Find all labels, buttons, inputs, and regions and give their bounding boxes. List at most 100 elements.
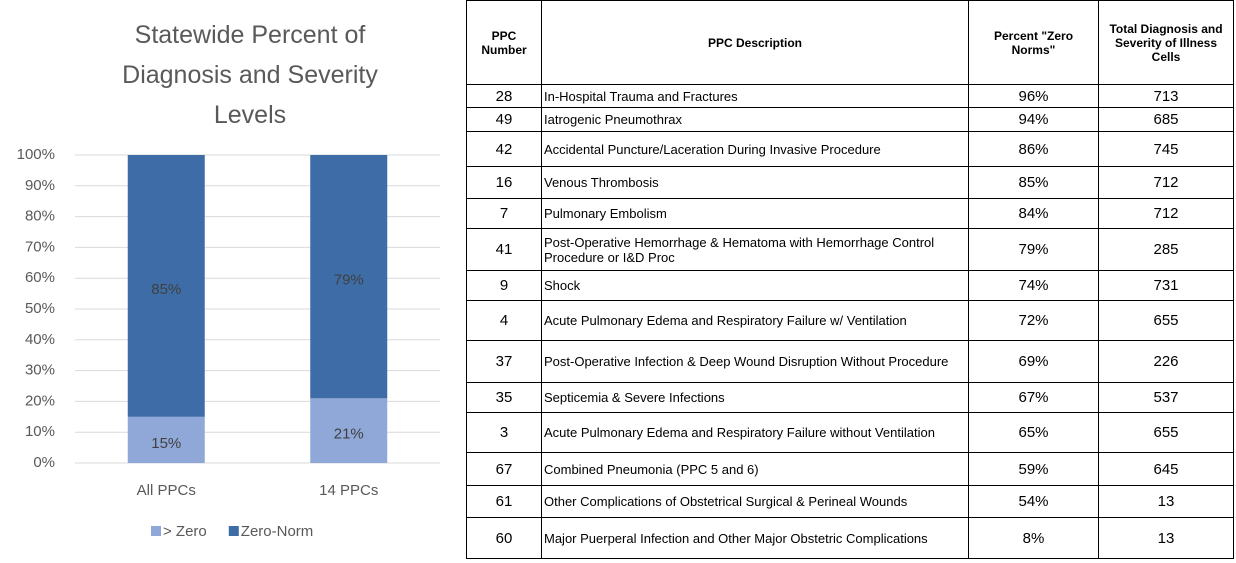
table-cell: Septicemia & Severe Infections	[541, 382, 969, 413]
table-cell: 41	[466, 228, 542, 271]
table-cell: 685	[1098, 107, 1234, 132]
table-cell: 60	[466, 517, 542, 559]
table-cell: 28	[466, 84, 542, 108]
table-cell: 8%	[968, 517, 1099, 559]
table-cell: 3	[466, 412, 542, 453]
table-row: 37 Post-Operative Infection & Deep Wound …	[466, 340, 1234, 383]
table-cell: Acute Pulmonary Edema and Respiratory Fa…	[541, 300, 969, 341]
table-cell: Major Puerperal Infection and Other Majo…	[541, 517, 969, 559]
table-row: 16 Venous Thrombosis 85% 712	[466, 166, 1234, 199]
table-cell: 285	[1098, 228, 1234, 271]
column-header: PPC Number	[466, 0, 542, 85]
bar-segment	[310, 398, 388, 463]
table-cell: 54%	[968, 485, 1099, 518]
table-cell: 86%	[968, 131, 1099, 167]
table-cell: 745	[1098, 131, 1234, 167]
data-label: 79%	[334, 272, 364, 289]
y-tick-label: 90%	[25, 177, 55, 194]
x-tick-label: 14 PPCs	[319, 482, 378, 499]
table: PPC Number PPC Description Percent "Zero N…	[466, 0, 1234, 559]
table-row: 7 Pulmonary Embolism 84% 712	[466, 198, 1234, 229]
chart-title: Statewide Percent of Diagnosis and Sever…	[122, 21, 378, 129]
y-tick-label: 0%	[33, 454, 55, 471]
table-cell: Combined Pneumonia (PPC 5 and 6)	[541, 452, 969, 486]
table-cell: 13	[1098, 485, 1234, 518]
header-row: PPC Number PPC Description Percent "Zero N…	[466, 0, 1234, 85]
y-tick-label: 80%	[25, 208, 55, 225]
table-cell: 49	[466, 107, 542, 132]
legend-label: Zero-Norm	[241, 523, 314, 540]
table-cell: Post-Operative Hemorrhage & Hematoma wit…	[541, 228, 969, 271]
table-cell: Other Complications of Obstetrical Surgi…	[541, 485, 969, 518]
table-cell: 537	[1098, 382, 1234, 413]
bar-segment	[310, 155, 388, 399]
y-tick-label: 20%	[25, 392, 55, 409]
table-cell: 94%	[968, 107, 1099, 132]
table-cell: 85%	[968, 166, 1099, 199]
table-cell: 35	[466, 382, 542, 413]
table-cell: 7	[466, 198, 542, 229]
table-row: 61 Other Complications of Obstetrical Sur…	[466, 485, 1234, 518]
table-cell: Accidental Puncture/Laceration During In…	[541, 131, 969, 167]
table-cell: Post-Operative Infection & Deep Wound Di…	[541, 340, 969, 383]
column-header: Percent "Zero Norms"	[968, 0, 1099, 85]
table-cell: 61	[466, 485, 542, 518]
table-row: 28 In-Hospital Trauma and Fractures 96% 713	[466, 84, 1234, 108]
table-cell: 731	[1098, 270, 1234, 301]
table-cell: 655	[1098, 300, 1234, 341]
table-cell: 59%	[968, 452, 1099, 486]
table-row: 41 Post-Operative Hemorrhage & Hematoma w…	[466, 228, 1234, 271]
data-label: 15%	[151, 435, 181, 452]
table-cell: Venous Thrombosis	[541, 166, 969, 199]
table-cell: 4	[466, 300, 542, 341]
table-row: 60 Major Puerperal Infection and Other Ma…	[466, 517, 1234, 559]
table-cell: 67	[466, 452, 542, 486]
table-cell: 96%	[968, 84, 1099, 108]
table-cell: 42	[466, 131, 542, 167]
bar-segment	[127, 155, 205, 417]
table-cell: 69%	[968, 340, 1099, 383]
table-cell: 712	[1098, 166, 1234, 199]
table-cell: 65%	[968, 412, 1099, 453]
table-cell: 37	[466, 340, 542, 383]
table-cell: 9	[466, 270, 542, 301]
data-label: 85%	[151, 281, 181, 298]
table-cell: 67%	[968, 382, 1099, 413]
y-tick-label: 30%	[25, 362, 55, 379]
table-cell: Iatrogenic Pneumothrax	[541, 107, 969, 132]
data-label: 21%	[334, 426, 364, 443]
y-tick-label: 100%	[17, 146, 55, 163]
table-cell: 655	[1098, 412, 1234, 453]
table-cell: 79%	[968, 228, 1099, 271]
table-row: 49 Iatrogenic Pneumothrax 94% 685	[466, 107, 1234, 132]
chart: 0% 10% 20% 30% 40% 50% 60% 70% 80% 90% 100% All PPC…	[17, 146, 440, 540]
table-cell: 84%	[968, 198, 1099, 229]
y-tick-label: 10%	[25, 423, 55, 440]
y-tick-label: 70%	[25, 238, 55, 255]
table-cell: 74%	[968, 270, 1099, 301]
table-row: 3 Acute Pulmonary Edema and Respiratory F…	[466, 412, 1234, 453]
table-row: 67 Combined Pneumonia (PPC 5 and 6) 59% 645	[466, 452, 1234, 486]
table-cell: 712	[1098, 198, 1234, 229]
y-tick-label: 50%	[25, 300, 55, 317]
table-cell: 16	[466, 166, 542, 199]
column-header: Total Diagnosis and Severity of Illness …	[1098, 0, 1234, 85]
legend-marker	[151, 526, 161, 536]
y-tick-label: 60%	[25, 269, 55, 286]
x-tick-label: All PPCs	[137, 482, 196, 499]
table-cell: 13	[1098, 517, 1234, 559]
y-tick-label: 40%	[25, 331, 55, 348]
table-row: 9 Shock 74% 731	[466, 270, 1234, 301]
table-cell: Acute Pulmonary Edema and Respiratory Fa…	[541, 412, 969, 453]
legend-label: > Zero	[163, 523, 207, 540]
table-row: 42 Accidental Puncture/Laceration During …	[466, 131, 1234, 167]
column-header: PPC Description	[541, 0, 969, 85]
legend-marker	[228, 526, 239, 536]
table-cell: 72%	[968, 300, 1099, 341]
table-cell: 226	[1098, 340, 1234, 383]
bar-segment	[127, 416, 205, 463]
table-cell: 713	[1098, 84, 1234, 108]
table-row: 35 Septicemia & Severe Infections 67% 537	[466, 382, 1234, 413]
table-cell: Shock	[541, 270, 969, 301]
